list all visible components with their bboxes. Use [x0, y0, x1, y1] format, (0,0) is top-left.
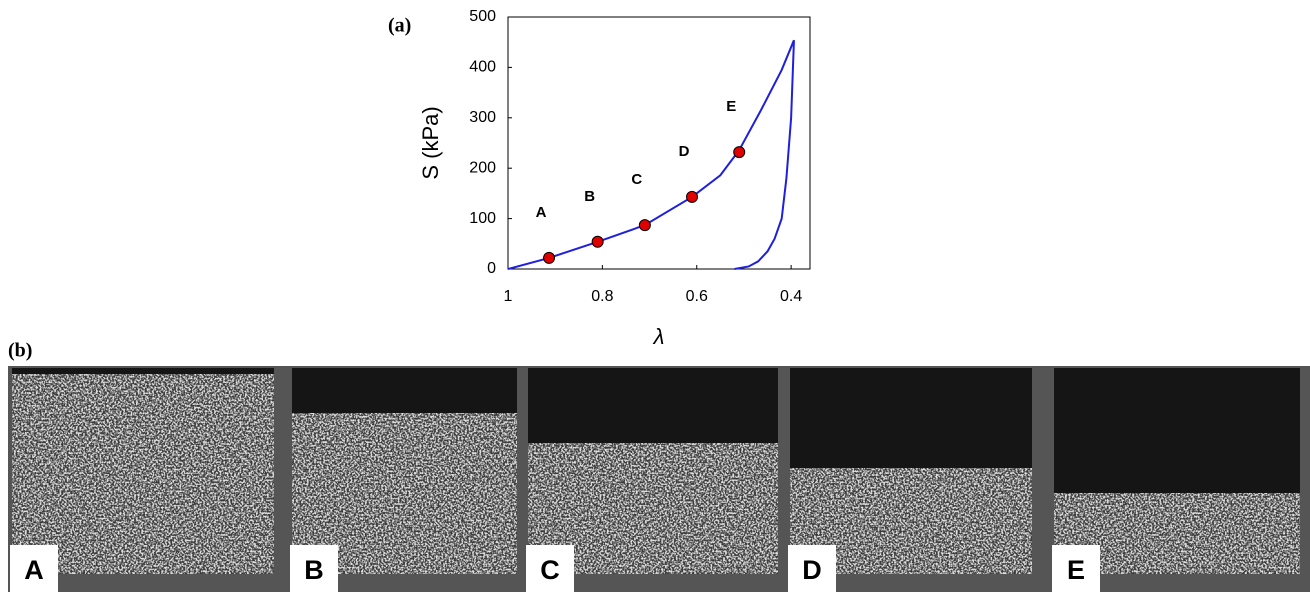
y-tick-label: 200: [469, 159, 496, 176]
point-label: A: [536, 204, 547, 221]
y-tick-label: 400: [469, 59, 496, 76]
point: [638, 219, 651, 232]
point: [686, 190, 699, 203]
image-label: A: [24, 555, 44, 585]
line: [734, 40, 795, 270]
panel-label: (b): [8, 340, 32, 362]
image-strip: A B C D E: [8, 366, 1310, 592]
photo-top: [528, 368, 778, 443]
label-box: [290, 545, 338, 592]
point: [733, 146, 746, 159]
image-label: E: [1067, 555, 1085, 585]
photo-top: [1054, 368, 1300, 493]
point: [591, 235, 604, 248]
y-tick-label: 0: [487, 260, 496, 277]
photo-top: [12, 368, 274, 374]
photo-texture: [12, 374, 274, 574]
x-tick-label: 0.4: [780, 288, 802, 305]
label-box: [526, 545, 574, 592]
image-label: D: [802, 555, 822, 585]
photo-top: [292, 368, 517, 413]
y-tick-label: 100: [469, 210, 496, 227]
image-label: C: [540, 555, 560, 585]
x-tick-label: 0.6: [686, 288, 708, 305]
x-tick-label: 0.8: [591, 288, 613, 305]
panel-label: (a): [388, 15, 411, 37]
plot-frame: [507, 16, 811, 270]
x-axis-label: λ: [653, 324, 665, 349]
x-tick-label: 1: [504, 288, 513, 305]
point-label: E: [726, 98, 736, 115]
point-label: D: [679, 143, 690, 160]
label-box: [10, 545, 58, 592]
point: [543, 251, 556, 264]
y-axis-label: S (kPa): [418, 106, 443, 179]
line: [507, 39, 795, 270]
label-box: [1052, 545, 1100, 592]
photo-top: [790, 368, 1032, 468]
image-label: B: [304, 555, 324, 585]
point-label: B: [584, 188, 595, 205]
point-label: C: [631, 171, 642, 188]
label-box: [788, 545, 836, 592]
y-tick-label: 500: [469, 8, 496, 25]
y-tick-label: 300: [469, 109, 496, 126]
